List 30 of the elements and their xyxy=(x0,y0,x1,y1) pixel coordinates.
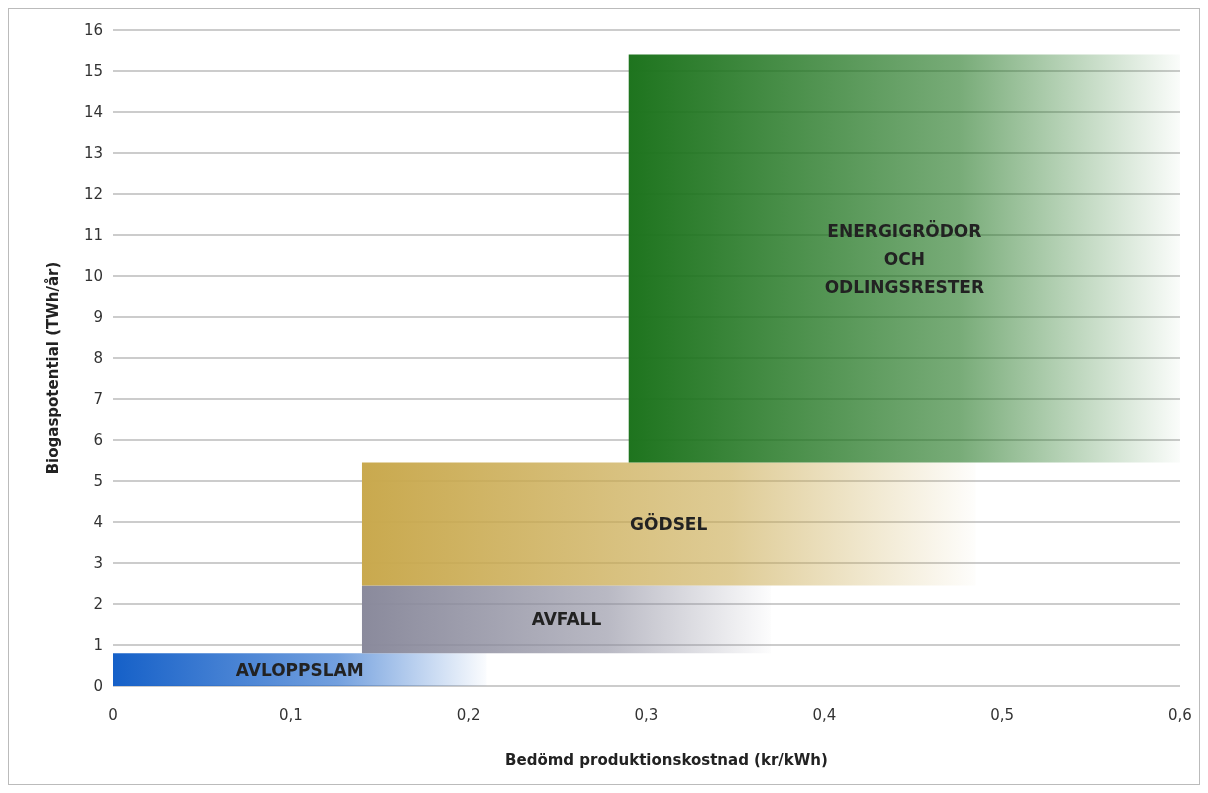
y-tick-label: 14 xyxy=(83,103,103,122)
y-tick-label: 12 xyxy=(83,185,103,204)
y-tick-label: 4 xyxy=(93,513,103,532)
y-tick-label: 13 xyxy=(83,144,103,163)
y-tick-label: 1 xyxy=(93,636,103,655)
x-tick-label: 0,3 xyxy=(634,706,659,724)
y-tick-label: 16 xyxy=(83,21,103,40)
y-tick-label: 7 xyxy=(93,390,103,409)
series-label: AVFALL xyxy=(531,609,602,630)
y-tick-label: 15 xyxy=(83,62,103,81)
x-tick-label: 0 xyxy=(108,706,118,724)
y-tick-label: 10 xyxy=(83,267,103,286)
y-tick-label: 0 xyxy=(93,677,103,696)
x-tick-label: 0,1 xyxy=(278,706,303,724)
y-tick-label: 11 xyxy=(83,226,103,245)
x-axis-title: Bedömd produktionskostnad (kr/kWh) xyxy=(505,751,828,769)
y-tick-label: 5 xyxy=(93,472,103,491)
x-tick-label: 0,5 xyxy=(990,706,1015,724)
x-tick-label: 0,4 xyxy=(812,706,837,724)
y-tick-label: 6 xyxy=(93,431,103,450)
series-label: ENERGIGRÖDOR OCH ODLINGSRESTER xyxy=(824,219,985,297)
y-tick-label: 2 xyxy=(93,595,103,614)
x-tick-label: 0,6 xyxy=(1168,706,1192,724)
y-tick-label: 3 xyxy=(93,554,103,573)
series-label: AVLOPPSLAM xyxy=(235,659,364,680)
y-axis-title: Biogaspotential (TWh/år) xyxy=(44,261,62,475)
y-tick-label: 8 xyxy=(93,349,103,368)
x-tick-label: 0,2 xyxy=(456,706,481,724)
y-tick-label: 9 xyxy=(93,308,103,327)
series-label: GÖDSEL xyxy=(630,513,708,534)
